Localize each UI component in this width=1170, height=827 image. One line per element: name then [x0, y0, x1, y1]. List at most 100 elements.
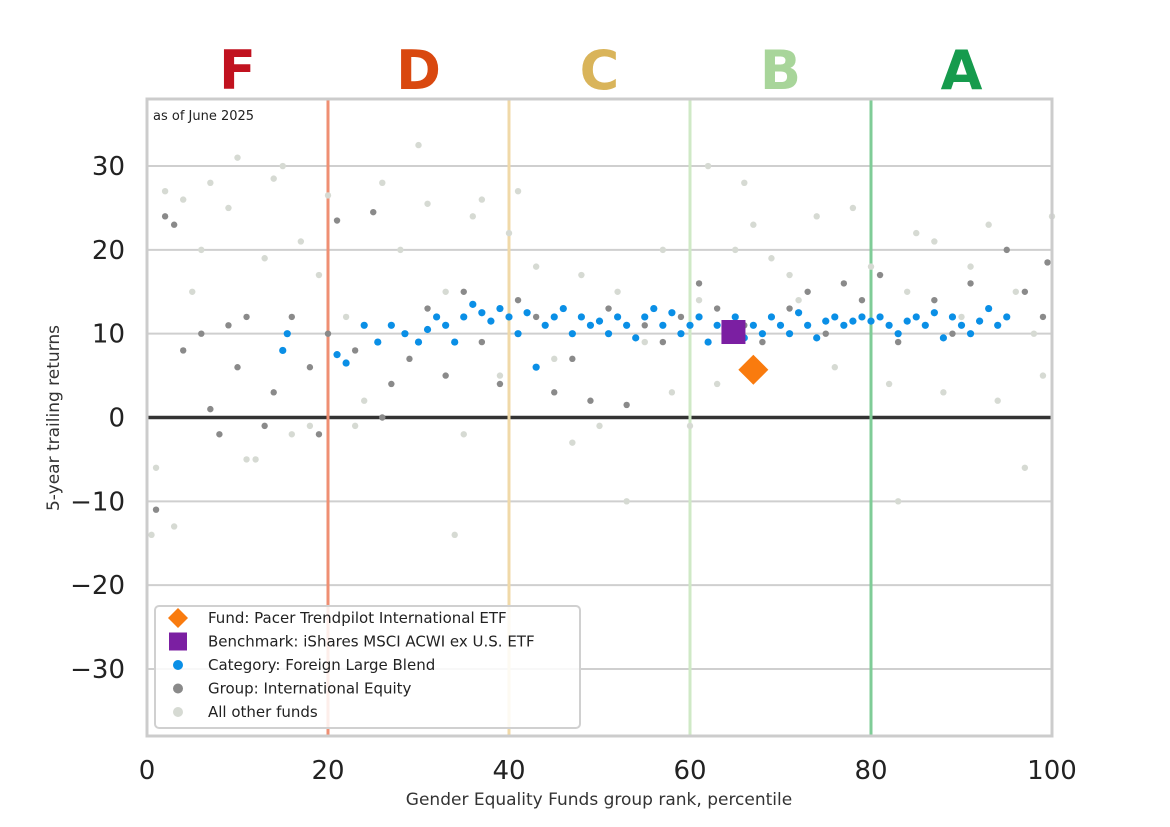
data-point [632, 334, 640, 342]
data-point [650, 304, 658, 313]
x-tick-label: 100 [1027, 756, 1077, 786]
legend-dot-icon [173, 707, 183, 717]
data-point-layer [148, 141, 1056, 539]
legend-label: All other funds [208, 703, 318, 721]
data-point [180, 196, 187, 203]
data-point [840, 321, 848, 329]
data-point [234, 364, 241, 371]
data-point [1039, 313, 1047, 321]
grade-label: C [580, 39, 620, 102]
data-point [388, 380, 395, 388]
data-point [1012, 288, 1019, 295]
data-point [559, 304, 567, 313]
data-point [731, 313, 739, 321]
data-point [586, 321, 595, 329]
data-point [957, 321, 966, 329]
data-point [713, 321, 721, 329]
data-point [949, 330, 956, 337]
data-point [170, 221, 178, 228]
data-point [189, 288, 196, 295]
data-point [424, 200, 431, 207]
data-point [578, 271, 585, 279]
y-tick-label: 0 [108, 404, 125, 434]
x-tick-label: 0 [139, 756, 156, 786]
data-point [985, 221, 992, 228]
data-point [623, 321, 631, 329]
data-point [496, 380, 504, 388]
y-tick-label: 20 [92, 236, 125, 266]
data-point [252, 456, 259, 463]
text-layer: as of June 2025 Gender Equality Funds gr… [44, 39, 1077, 810]
data-point [831, 313, 839, 321]
legend-fund-icon [168, 608, 188, 628]
data-point [659, 338, 667, 346]
data-point [423, 325, 432, 334]
data-point [948, 313, 957, 321]
data-point [148, 531, 155, 539]
data-point [541, 321, 549, 329]
data-point [279, 162, 286, 170]
data-point [379, 179, 386, 187]
data-point [741, 179, 748, 187]
data-point [913, 229, 920, 237]
data-point [759, 338, 766, 346]
data-point [152, 506, 160, 513]
data-point [1021, 464, 1029, 471]
data-point [931, 296, 938, 304]
data-point [532, 263, 540, 270]
plot-border [145, 97, 1054, 738]
y-tick-label: −20 [70, 571, 125, 601]
data-point [767, 313, 776, 321]
legend-label: Category: Foreign Large Blend [208, 656, 435, 674]
data-point [641, 338, 648, 346]
data-point [342, 359, 350, 367]
data-point [198, 246, 205, 254]
data-point [442, 321, 450, 329]
data-point [360, 321, 368, 329]
data-point [994, 321, 1002, 329]
legend-box [154, 605, 581, 729]
data-point [532, 313, 540, 321]
data-point [487, 317, 495, 325]
data-point [161, 187, 169, 195]
data-point [867, 263, 875, 270]
data-point [659, 321, 667, 329]
y-tick-label: 30 [92, 152, 125, 182]
data-point [460, 431, 467, 438]
data-point [225, 204, 232, 212]
data-point [478, 309, 486, 317]
data-point [288, 431, 295, 438]
data-point [795, 309, 803, 317]
data-point [442, 372, 449, 379]
data-point [786, 305, 793, 312]
data-point [342, 313, 350, 321]
data-point [1039, 372, 1047, 379]
data-point [568, 330, 576, 338]
data-point [569, 439, 576, 446]
data-point [397, 246, 404, 254]
data-point [270, 389, 277, 396]
data-point [387, 321, 395, 329]
data-point [550, 313, 558, 321]
data-point [940, 389, 947, 396]
data-point [505, 313, 513, 321]
annotation-note: as of June 2025 [153, 109, 254, 124]
data-point [496, 372, 504, 379]
data-point [225, 322, 232, 329]
data-point [551, 389, 558, 396]
data-point [414, 338, 423, 346]
data-point [858, 313, 866, 321]
data-point [288, 313, 295, 321]
data-point [283, 330, 291, 338]
y-tick-label: −10 [70, 487, 125, 517]
data-point [958, 313, 965, 321]
data-point [614, 288, 621, 295]
data-point [514, 187, 522, 195]
data-point [858, 296, 866, 304]
data-point [433, 313, 441, 321]
data-point [768, 255, 775, 262]
data-point [894, 338, 902, 346]
data-point [401, 330, 409, 338]
y-tick-label: −30 [70, 655, 125, 685]
grade-label: F [219, 39, 256, 102]
